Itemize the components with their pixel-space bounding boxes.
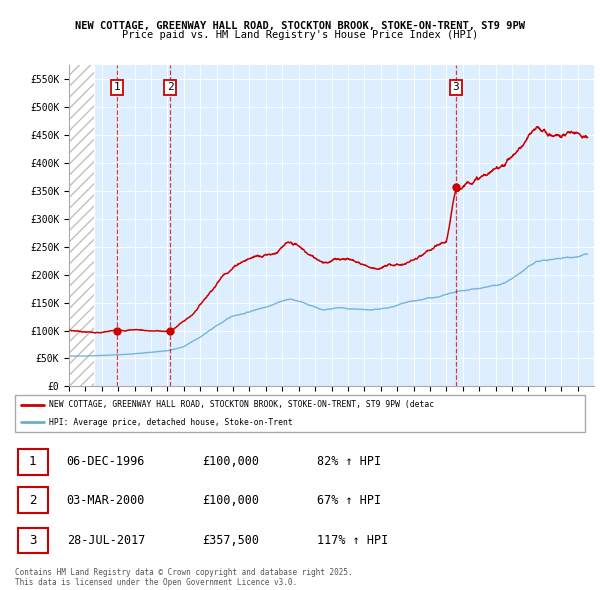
Text: NEW COTTAGE, GREENWAY HALL ROAD, STOCKTON BROOK, STOKE-ON-TRENT, ST9 9PW: NEW COTTAGE, GREENWAY HALL ROAD, STOCKTO… <box>75 21 525 31</box>
Text: 82% ↑ HPI: 82% ↑ HPI <box>317 455 382 468</box>
Text: 117% ↑ HPI: 117% ↑ HPI <box>317 534 389 547</box>
Text: 2: 2 <box>29 493 37 507</box>
Text: 1: 1 <box>113 83 121 93</box>
Text: HPI: Average price, detached house, Stoke-on-Trent: HPI: Average price, detached house, Stok… <box>49 418 293 427</box>
Text: 3: 3 <box>452 83 459 93</box>
Text: Price paid vs. HM Land Registry's House Price Index (HPI): Price paid vs. HM Land Registry's House … <box>122 30 478 40</box>
Text: Contains HM Land Registry data © Crown copyright and database right 2025.
This d: Contains HM Land Registry data © Crown c… <box>15 568 353 587</box>
FancyBboxPatch shape <box>18 528 48 553</box>
Text: 03-MAR-2000: 03-MAR-2000 <box>67 493 145 507</box>
Bar <box>69 65 94 386</box>
FancyBboxPatch shape <box>18 487 48 513</box>
FancyBboxPatch shape <box>15 395 585 432</box>
Text: £100,000: £100,000 <box>202 455 259 468</box>
Text: 1: 1 <box>29 455 37 468</box>
Text: NEW COTTAGE, GREENWAY HALL ROAD, STOCKTON BROOK, STOKE-ON-TRENT, ST9 9PW (detac: NEW COTTAGE, GREENWAY HALL ROAD, STOCKTO… <box>49 400 434 409</box>
Text: 67% ↑ HPI: 67% ↑ HPI <box>317 493 382 507</box>
Text: 28-JUL-2017: 28-JUL-2017 <box>67 534 145 547</box>
Bar <box>69 65 94 386</box>
FancyBboxPatch shape <box>18 450 48 474</box>
Text: £357,500: £357,500 <box>202 534 259 547</box>
Text: 3: 3 <box>29 534 37 547</box>
Text: 2: 2 <box>167 83 173 93</box>
Text: £100,000: £100,000 <box>202 493 259 507</box>
Text: 06-DEC-1996: 06-DEC-1996 <box>67 455 145 468</box>
